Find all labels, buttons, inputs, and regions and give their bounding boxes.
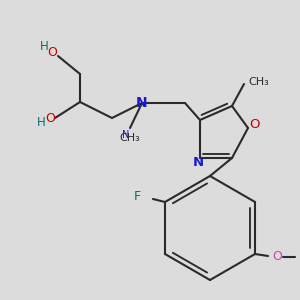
Text: O: O xyxy=(272,250,282,263)
Text: O: O xyxy=(249,118,259,131)
Text: O: O xyxy=(47,46,57,59)
Text: CH₃: CH₃ xyxy=(120,133,140,143)
Text: O: O xyxy=(45,112,55,125)
Text: N: N xyxy=(192,157,204,169)
Text: CH₃: CH₃ xyxy=(248,77,269,87)
Text: H: H xyxy=(37,116,45,128)
Text: N: N xyxy=(136,96,148,110)
Text: N: N xyxy=(122,130,130,140)
Text: H: H xyxy=(40,40,48,53)
Text: F: F xyxy=(134,190,140,203)
